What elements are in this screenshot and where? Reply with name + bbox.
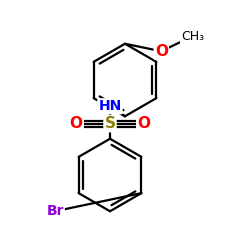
Text: O: O	[137, 116, 150, 131]
Text: O: O	[155, 44, 168, 59]
Text: CH₃: CH₃	[181, 30, 204, 43]
Text: S: S	[104, 116, 116, 131]
Text: O: O	[70, 116, 83, 131]
Text: Br: Br	[46, 204, 64, 218]
Text: HN: HN	[98, 99, 122, 113]
